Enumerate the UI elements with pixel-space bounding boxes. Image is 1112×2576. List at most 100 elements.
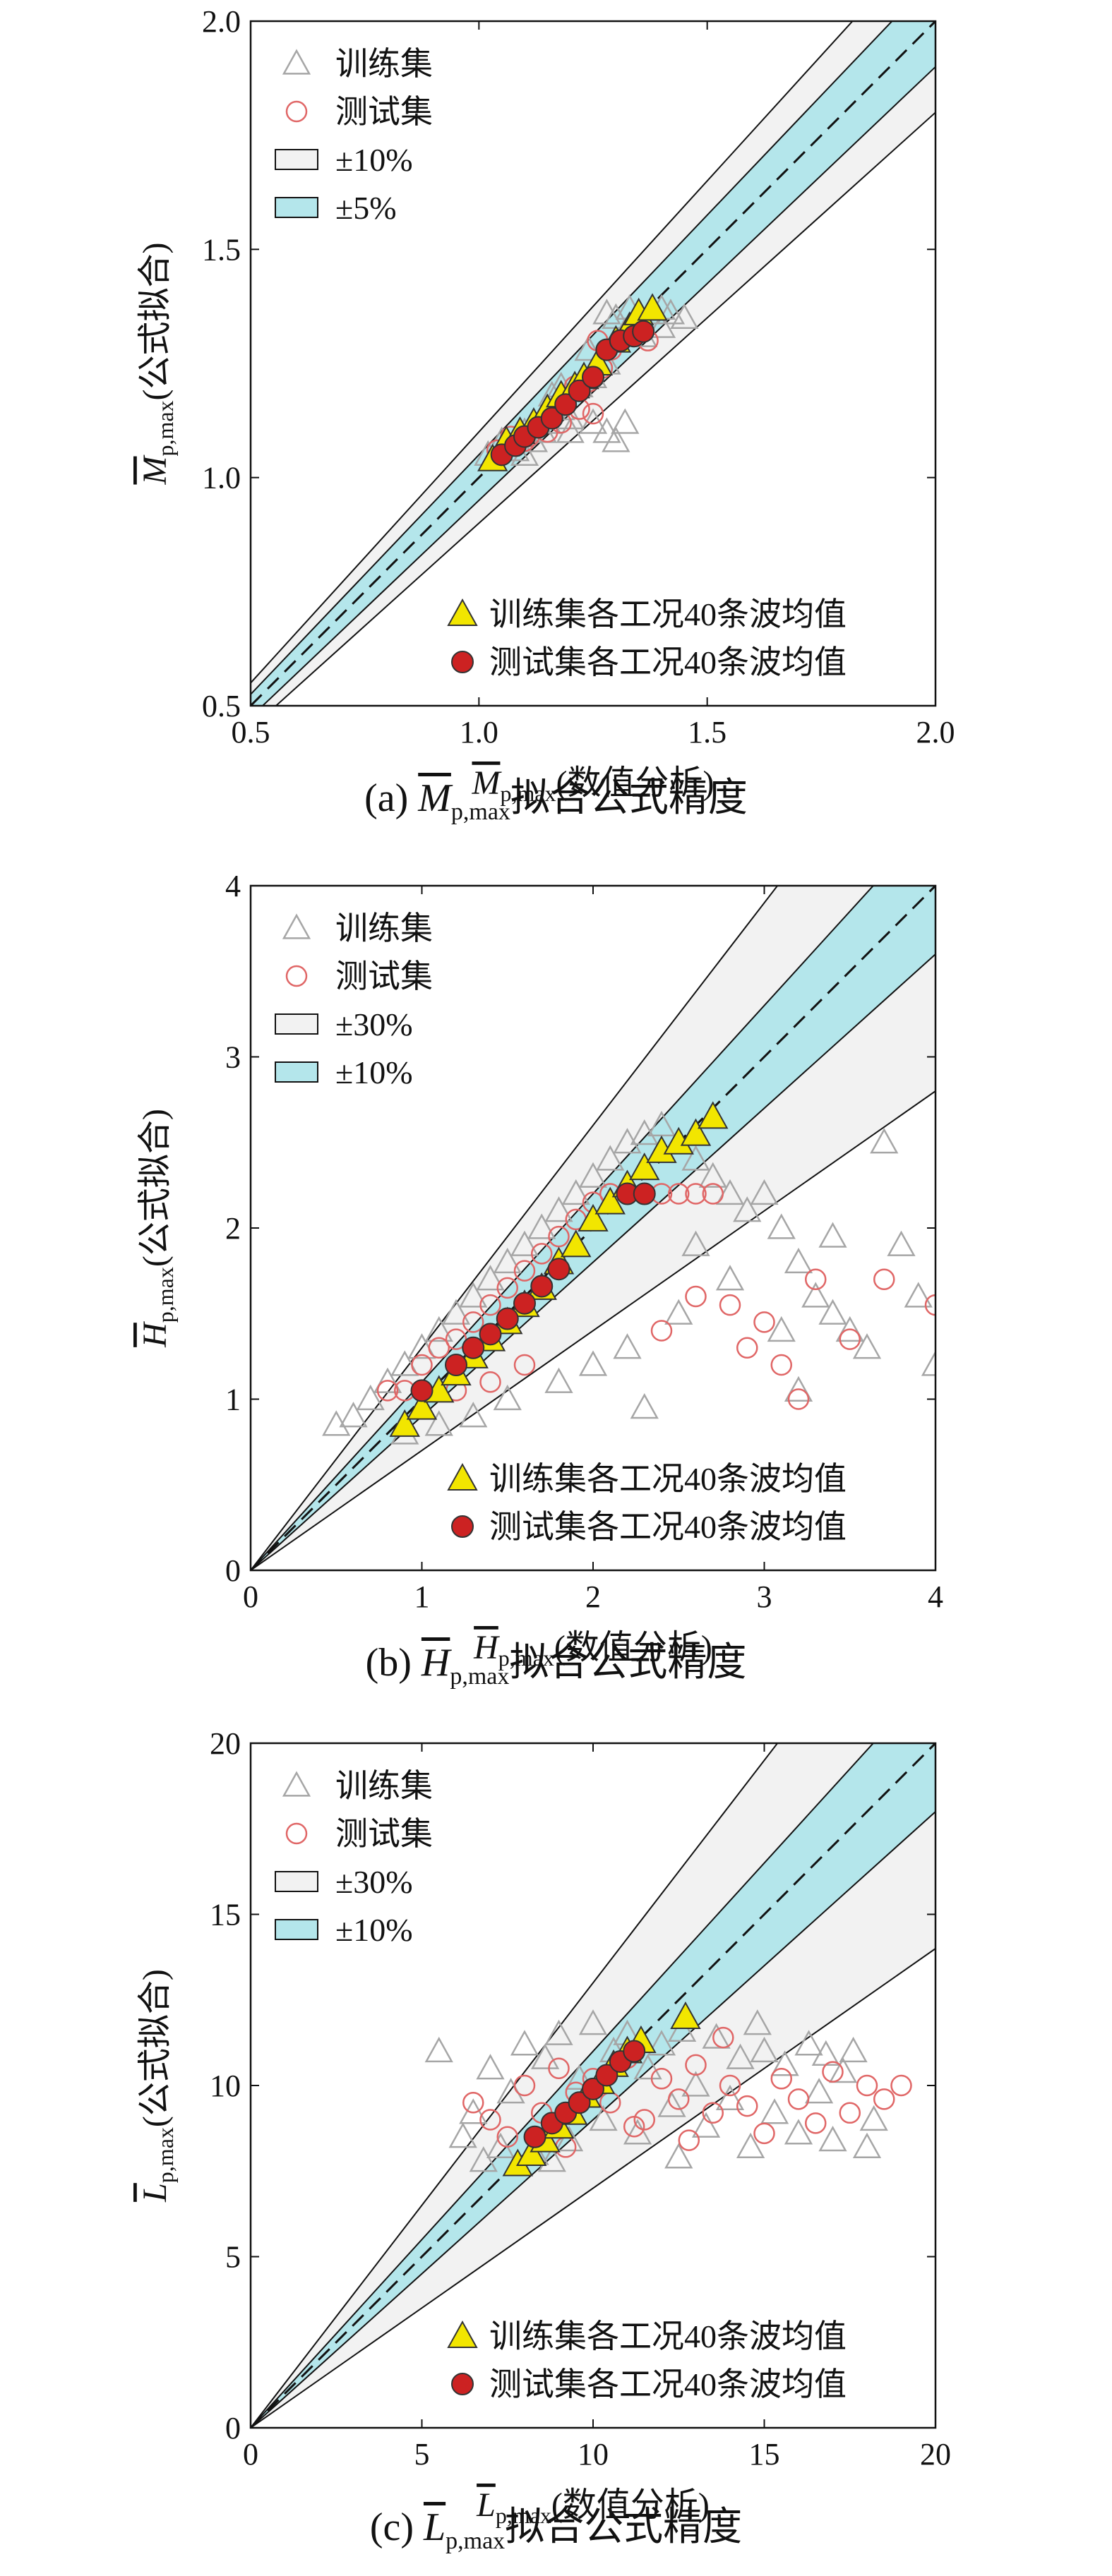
- data-point: [681, 2071, 710, 2097]
- data-point: [873, 1268, 895, 1290]
- y-tick-label: 1.0: [202, 461, 241, 495]
- data-point: [544, 1367, 573, 1393]
- x-axis-title: Hp,max(数值分析): [473, 1629, 712, 1671]
- data-point: [685, 1183, 707, 1205]
- legend-swatch-inner: [275, 1061, 318, 1083]
- data-point: [623, 2040, 646, 2063]
- data-point: [540, 407, 563, 430]
- data-point: [702, 2102, 724, 2124]
- data-point: [339, 1402, 368, 1428]
- data-point: [441, 1299, 471, 1325]
- y-tick-label: 3: [225, 1040, 241, 1075]
- data-point: [592, 299, 621, 325]
- data-point: [530, 1275, 554, 1298]
- data-point: [554, 2126, 584, 2152]
- data-point: [459, 1282, 488, 1308]
- x-tick-label: 1.5: [688, 715, 727, 750]
- data-point: [445, 1354, 467, 1376]
- data-point: [715, 2084, 745, 2111]
- caption-c: (c) Lp,max拟合公式精度: [0, 2495, 1112, 2555]
- data-point: [496, 2126, 518, 2148]
- caption-a: (a) Mp,max拟合公式精度: [0, 766, 1112, 826]
- x-tick-label: 5: [414, 2437, 430, 2472]
- data-point: [459, 1402, 488, 1428]
- data-point: [595, 2064, 618, 2087]
- data-point: [531, 1243, 553, 1265]
- data-point: [818, 2126, 847, 2152]
- data-point: [805, 2112, 827, 2134]
- data-point: [681, 1145, 710, 1171]
- legend-label: ±5%: [335, 190, 397, 226]
- data-point: [698, 1101, 729, 1129]
- data-point: [650, 1320, 673, 1342]
- data-point: [548, 2057, 570, 2079]
- data-point: [736, 2132, 765, 2158]
- caption-b-symbol: H: [421, 1641, 450, 1685]
- y-tick-label: 0.5: [202, 689, 241, 723]
- caption-a-symbol: M: [418, 776, 451, 820]
- data-point: [548, 1225, 570, 1248]
- data-point: [887, 1230, 916, 1256]
- legend-label: 训练集各工况40条波均值: [489, 2318, 847, 2354]
- data-point: [390, 1350, 419, 1376]
- inner-lower-line: [261, 66, 935, 706]
- data-point: [594, 1186, 626, 1215]
- legend-label: 训练集: [335, 910, 433, 946]
- data-point: [424, 1410, 453, 1436]
- legend-label: 测试集各工况40条波均值: [489, 644, 847, 680]
- x-tick-label: 20: [920, 2437, 951, 2472]
- legend-marker-mean: [447, 1462, 478, 1491]
- data-point: [596, 1145, 625, 1171]
- data-point: [667, 2016, 697, 2042]
- data-point: [411, 1354, 433, 1376]
- plot-frame: [249, 20, 937, 707]
- legend-label: ±10%: [335, 1912, 413, 1948]
- data-point: [578, 1203, 609, 1232]
- caption-b-prefix: (b): [365, 1641, 422, 1685]
- data-point: [373, 1367, 402, 1393]
- data-point: [389, 1409, 420, 1437]
- data-point: [459, 2098, 488, 2124]
- data-point: [804, 2078, 834, 2104]
- outer-upper-line: [251, 21, 854, 684]
- data-point: [589, 2105, 618, 2131]
- data-point: [462, 1336, 485, 1359]
- scatter-plot-a: 0.5 1.0 1.5 2.0 0.5 1.0 1.5 2.0 Mp,max(数值分析) Mp,m…: [136, 4, 955, 806]
- data-point: [633, 2054, 662, 2080]
- data-point: [410, 1379, 434, 1402]
- data-point: [685, 2054, 707, 2076]
- data-point: [702, 2023, 731, 2049]
- legend-swatch-outer: [275, 1013, 318, 1035]
- legend-label: 训练集: [335, 1768, 433, 1804]
- data-point: [527, 1213, 556, 1239]
- data-point: [496, 1277, 518, 1299]
- legend-label: ±30%: [335, 1864, 413, 1900]
- data-point: [523, 2125, 546, 2148]
- data-point: [406, 1392, 438, 1420]
- data-point: [698, 1162, 727, 1188]
- data-point: [574, 335, 603, 361]
- y-axis-title: Hp,max(公式拟合): [136, 1109, 178, 1348]
- legend-label: ±10%: [335, 1054, 413, 1090]
- data-point: [839, 2036, 868, 2063]
- data-point: [733, 1196, 762, 1222]
- data-point: [611, 408, 640, 434]
- data-point: [582, 402, 604, 425]
- data-point: [633, 1182, 656, 1205]
- data-point: [376, 1380, 399, 1402]
- data-point: [568, 379, 591, 402]
- y-tick-label: 2.0: [202, 4, 241, 39]
- data-point: [428, 1337, 450, 1359]
- y-axis-title: Lp,max(公式拟合): [136, 1969, 178, 2203]
- data-point: [805, 1268, 827, 1290]
- data-point: [719, 2074, 741, 2097]
- data-point: [544, 1196, 573, 1222]
- legend-swatch-outer: [275, 149, 318, 170]
- legend-marker-mean: [451, 2373, 474, 2395]
- data-point: [513, 1292, 536, 1315]
- series-1: [462, 2026, 912, 2158]
